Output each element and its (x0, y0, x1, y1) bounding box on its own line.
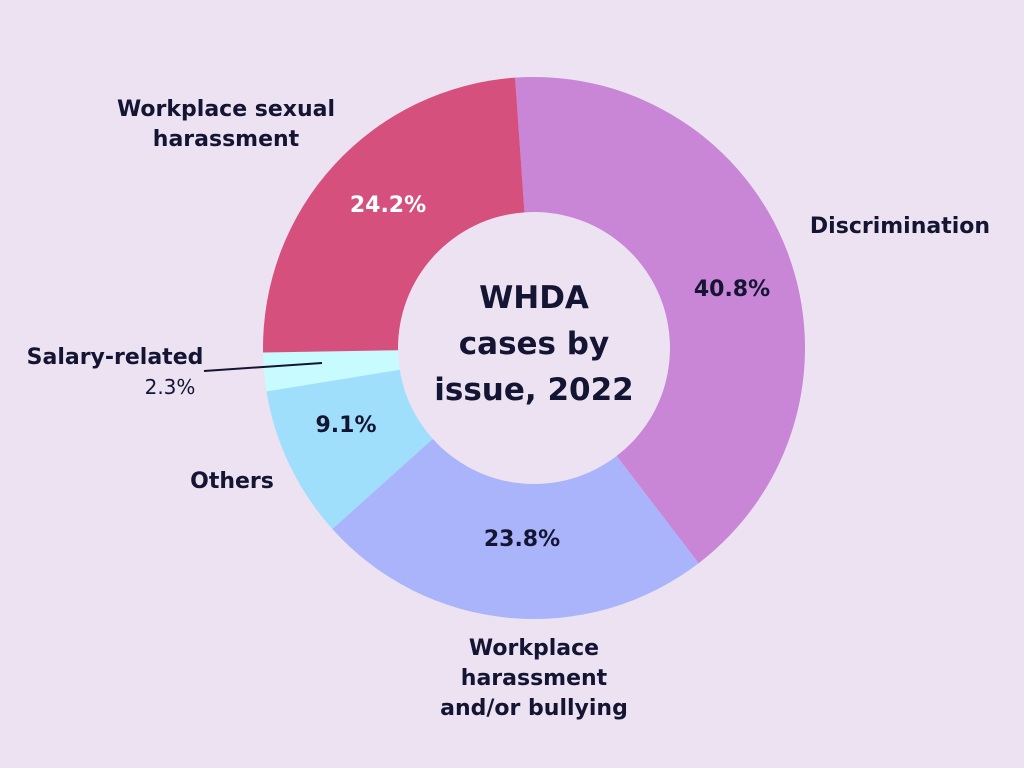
value-label: 24.2% (350, 193, 426, 218)
slices-group (263, 76, 806, 620)
slice-workplace-harassment-and-or-bullying (332, 438, 699, 620)
slice-others (266, 369, 433, 529)
category-label: Workplace harassment and/or bullying (440, 636, 628, 721)
slice-discrimination (515, 76, 806, 564)
value-labels-group: 40.8% 23.8% 9.1% 24.2% 2.3% (145, 193, 771, 552)
category-label: Discrimination (810, 214, 990, 239)
title-line: WHDA (479, 280, 589, 316)
chart-title: WHDA cases by issue, 2022 (434, 280, 633, 408)
value-label: 9.1% (315, 413, 376, 438)
value-label: 2.3% (145, 375, 196, 399)
leader-line (203, 362, 323, 372)
slice-salary-related (263, 350, 400, 392)
category-label: Workplace sexual harassment (117, 97, 335, 152)
category-label: Salary-related (27, 345, 204, 370)
value-label: 40.8% (694, 277, 770, 302)
title-line: cases by (459, 326, 609, 362)
value-label: 23.8% (484, 527, 560, 552)
title-line: issue, 2022 (434, 372, 633, 408)
category-labels-group: Discrimination Workplace harassment and/or … (27, 97, 990, 721)
slice-workplace-sexual-harassment (263, 77, 525, 353)
category-label: Others (190, 469, 274, 494)
